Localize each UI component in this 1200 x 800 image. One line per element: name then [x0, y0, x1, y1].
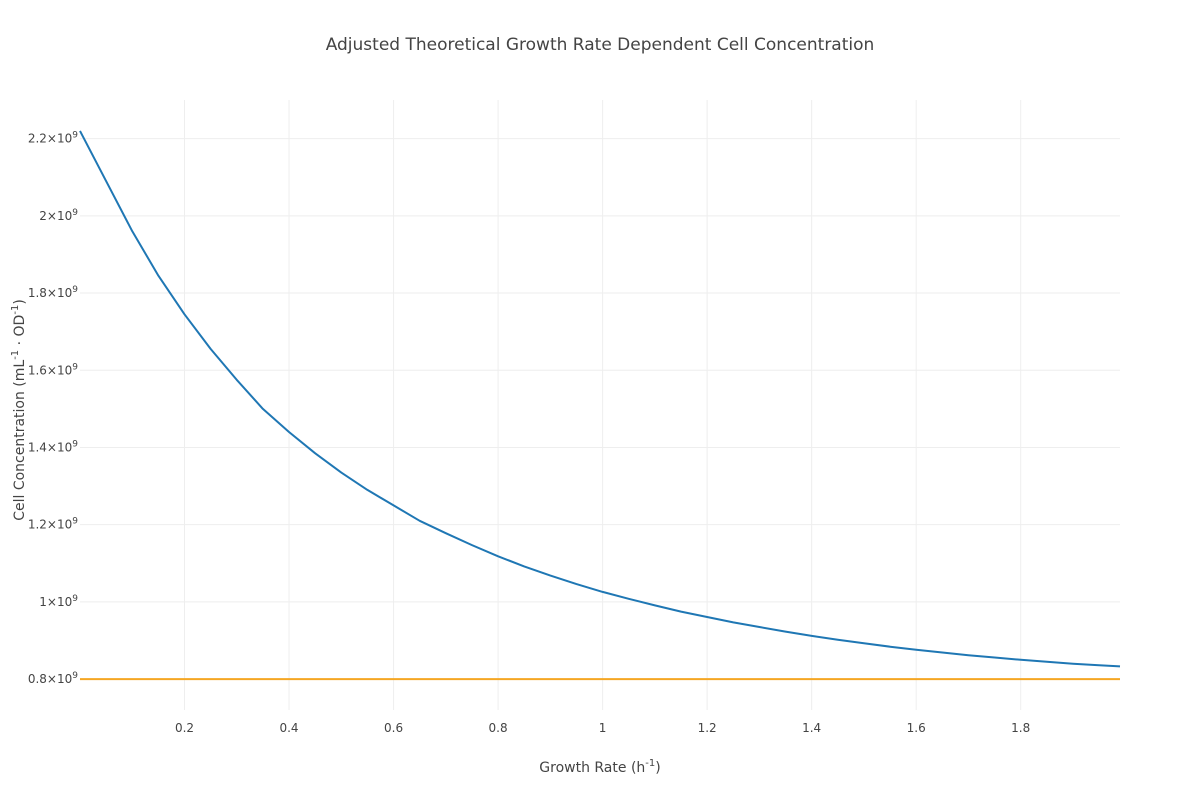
x-tick-label: 0.4: [279, 721, 298, 735]
y-tick-label: 2.2×109: [28, 131, 78, 146]
x-tick-label: 1: [599, 721, 607, 735]
x-tick-label: 0.2: [175, 721, 194, 735]
series-line-1: [79, 130, 1121, 668]
y-axis-title-part1: Cell Concentration (mL: [12, 360, 28, 521]
y-tick-label: 2×109: [39, 208, 78, 223]
x-tick-label: 0.6: [384, 721, 403, 735]
x-tick-label: 1.6: [907, 721, 926, 735]
x-axis-title: Growth Rate (h-1): [539, 758, 660, 776]
y-axis-title-sup2: -1: [10, 305, 21, 315]
y-axis-title: Cell Concentration (mL-1 · OD-1): [10, 299, 28, 521]
y-tick-label: 1.4×109: [28, 439, 78, 454]
y-tick-label: 1×109: [39, 594, 78, 609]
x-axis-title-base: Growth Rate (h: [539, 760, 645, 776]
y-tick-labels: 0.8×109 1×109 1.2×109 1.4×109 1.6×109 1.8×109…: [28, 131, 78, 687]
y-axis-title-part3: ): [12, 299, 28, 304]
x-axis-title-end: ): [655, 760, 660, 776]
x-tick-labels: 0.2 0.4 0.6 0.8 1 1.2 1.4 1.6 1.8: [175, 721, 1030, 735]
x-tick-label: 0.8: [489, 721, 508, 735]
x-tick-label: 1.4: [802, 721, 821, 735]
y-axis-title-part2: · OD: [12, 315, 28, 350]
y-tick-label: 1.2×109: [28, 517, 78, 532]
chart-title: Adjusted Theoretical Growth Rate Depende…: [326, 35, 875, 55]
series-layer: [79, 130, 1121, 681]
x-tick-label: 1.2: [698, 721, 717, 735]
y-tick-label: 1.6×109: [28, 362, 78, 377]
y-axis-title-sup1: -1: [10, 350, 21, 360]
x-tick-label: 1.8: [1011, 721, 1030, 735]
y-tick-label: 1.8×109: [28, 285, 78, 300]
y-tick-label: 0.8×109: [28, 671, 78, 686]
x-axis-title-sup: -1: [645, 758, 655, 769]
